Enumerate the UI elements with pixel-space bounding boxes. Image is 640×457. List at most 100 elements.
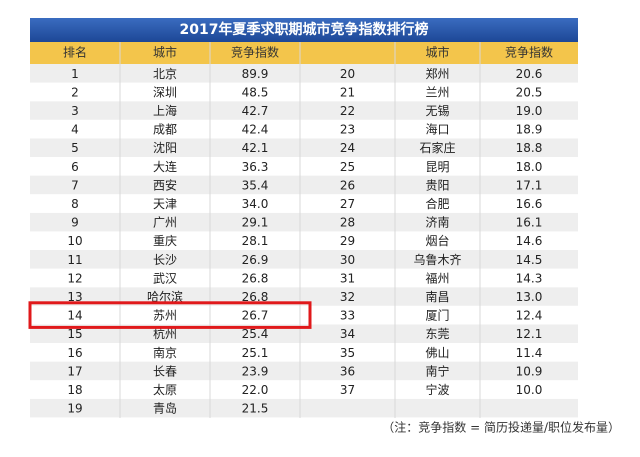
table-cell: 4 xyxy=(71,123,79,137)
table-cell: 25 xyxy=(340,160,355,174)
table-cell: 26.8 xyxy=(242,290,269,304)
row-background xyxy=(30,82,578,102)
table-cell: 5 xyxy=(71,141,79,155)
table-cell: 16 xyxy=(67,346,82,360)
table-cell: 6 xyxy=(71,160,79,174)
table-cell: 3 xyxy=(71,104,79,118)
table-cell: 14.5 xyxy=(516,253,543,267)
table-cell: 22 xyxy=(340,104,355,118)
table-cell: 28 xyxy=(340,216,355,230)
table-cell: 太原 xyxy=(153,382,177,397)
table-cell: 7 xyxy=(71,178,79,192)
table-cell: 21 xyxy=(340,85,355,99)
row-background xyxy=(30,119,578,139)
column-header: 竞争指数 xyxy=(505,45,553,60)
table-cell: 33 xyxy=(340,309,355,323)
table-cell: 23.9 xyxy=(242,364,269,378)
row-background xyxy=(30,138,578,157)
row-background xyxy=(30,324,578,343)
table-cell: 11.4 xyxy=(516,346,543,360)
table-cell: 26.7 xyxy=(242,309,269,323)
table-cell: 重庆 xyxy=(153,234,177,248)
table-cell: 34 xyxy=(340,327,355,341)
row-background xyxy=(30,398,578,418)
table-cell: 24 xyxy=(340,141,355,155)
table-cell: 石家庄 xyxy=(419,140,455,155)
table-cell: 14 xyxy=(67,309,82,323)
table-cell: 兰州 xyxy=(425,85,449,99)
table-cell: 25.1 xyxy=(242,346,269,360)
table-cell: 21.5 xyxy=(242,402,269,416)
table-cell: 12.1 xyxy=(516,327,543,341)
header-row xyxy=(30,42,578,64)
table-cell: 19.0 xyxy=(516,104,543,118)
table-cell: 29 xyxy=(340,234,355,248)
table-cell: 10 xyxy=(67,234,82,248)
table-cell: 贵阳 xyxy=(425,178,449,192)
row-background xyxy=(30,194,578,213)
table-cell: 26.9 xyxy=(242,253,269,267)
table-cell: 郑州 xyxy=(425,66,449,81)
table-cell: 天津 xyxy=(153,197,177,211)
table-cell: 16.6 xyxy=(516,197,543,211)
table-cell: 东莞 xyxy=(425,327,449,341)
table-cell: 长春 xyxy=(153,364,177,378)
table-cell: 27 xyxy=(340,197,355,211)
row-background xyxy=(30,231,578,250)
table-cell: 北京 xyxy=(153,67,177,81)
table-cell: 沈阳 xyxy=(153,140,177,155)
table-cell: 31 xyxy=(340,271,355,285)
table-cell: 18 xyxy=(67,383,82,397)
column-header: 城市 xyxy=(425,45,449,60)
column-header: 城市 xyxy=(153,45,177,60)
table-cell: 上海 xyxy=(153,103,177,118)
table-cell: 苏州 xyxy=(153,309,177,323)
table-cell: 34.0 xyxy=(242,197,269,211)
table-cell: 10.9 xyxy=(516,364,543,378)
table-cell: 16.1 xyxy=(516,216,543,230)
table-cell: 14.3 xyxy=(516,271,543,285)
table-cell: 89.9 xyxy=(242,67,269,81)
table-cell: 12 xyxy=(67,271,82,285)
table-cell: 18.8 xyxy=(516,141,543,155)
table-cell: 乌鲁木齐 xyxy=(413,252,461,267)
highlight-box xyxy=(28,301,312,329)
table-cell: 20 xyxy=(340,67,355,81)
table-cell: 17 xyxy=(67,364,82,378)
table-cell: 大连 xyxy=(153,159,177,174)
table-cell: 36 xyxy=(340,364,355,378)
row-background xyxy=(30,250,578,269)
table-cell: 南昌 xyxy=(425,289,449,304)
table-cell: 9 xyxy=(71,216,79,230)
title-bar xyxy=(30,18,578,42)
table-cell: 济南 xyxy=(425,215,449,230)
table-cell: 15 xyxy=(67,327,82,341)
row-background xyxy=(30,101,578,120)
table-cell: 19 xyxy=(67,402,82,416)
table-cell: 12.4 xyxy=(516,309,543,323)
table-title: 2017年夏季求职期城市竞争指数排行榜 xyxy=(180,21,429,38)
table-cell: 18.0 xyxy=(516,160,543,174)
table-cell: 福州 xyxy=(425,270,449,285)
table-cell: 42.4 xyxy=(242,123,269,137)
table-cell: 广州 xyxy=(153,216,177,230)
table-cell: 18.9 xyxy=(516,123,543,137)
table-cell: 武汉 xyxy=(153,271,177,285)
row-background xyxy=(30,157,578,176)
table-cell: 南宁 xyxy=(425,363,449,378)
table-cell: 26.8 xyxy=(242,271,269,285)
table-cell: 35.4 xyxy=(242,178,269,192)
table-cell: 13 xyxy=(67,290,82,304)
table-cell: 无锡 xyxy=(425,103,449,118)
footnote: （注：竞争指数 = 简历投递量/职位发布量） xyxy=(382,420,620,435)
table-cell: 厦门 xyxy=(425,308,449,323)
row-background xyxy=(30,343,578,362)
table-cell: 23 xyxy=(340,123,355,137)
table-cell: 26 xyxy=(340,178,355,192)
row-background xyxy=(30,305,578,325)
table-cell: 佛山 xyxy=(425,346,449,360)
table-cell: 13.0 xyxy=(516,290,543,304)
table-cell: 32 xyxy=(340,290,355,304)
row-background xyxy=(30,175,578,195)
table-cell: 南京 xyxy=(153,345,177,360)
